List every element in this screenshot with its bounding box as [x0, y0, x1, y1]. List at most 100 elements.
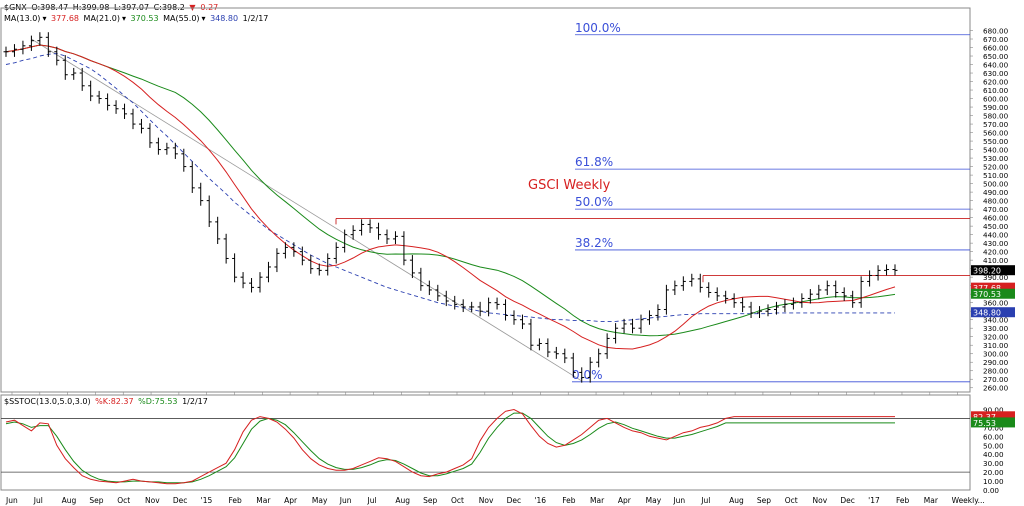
price-tick-label: 430.00 — [983, 239, 1009, 248]
ma-legend: MA(13.0) ▾ 377.68 MA(21.0) ▾ 370.53 MA(55.… — [4, 14, 270, 23]
ma13-legend-icon: ▾ — [42, 14, 47, 23]
price-tick-label: 320.00 — [983, 333, 1009, 342]
ma55-legend-icon: ▾ — [201, 14, 206, 23]
ma55-tag-text: 348.80 — [973, 309, 1001, 318]
x-tick-label: Sep — [757, 496, 771, 505]
price-tick-label: 270.00 — [983, 375, 1009, 384]
x-tick-label: Mar — [590, 496, 605, 505]
price-tick-label: 460.00 — [983, 214, 1009, 223]
price-tick-label: 360.00 — [983, 299, 1009, 308]
price-tick-label: 280.00 — [983, 367, 1009, 376]
price-tick-label: 340.00 — [983, 316, 1009, 325]
stoch-tick-label: 50.00 — [983, 441, 1004, 450]
price-tick-label: 660.00 — [983, 44, 1009, 53]
ma13-tag-text: 377.68 — [973, 284, 1001, 293]
x-tick-label: Jul — [367, 496, 377, 505]
stoch-k-tag — [971, 411, 1015, 422]
x-tick-label: Aug — [395, 496, 410, 505]
ma21-legend-icon: ▾ — [121, 14, 126, 23]
ma21-legend-label: MA(21.0) — [83, 14, 120, 23]
price-tick-label: 520.00 — [983, 163, 1009, 172]
price-tick-label: 500.00 — [983, 180, 1009, 189]
price-tick-label: 620.00 — [983, 78, 1009, 87]
price-tick-label: 260.00 — [983, 384, 1009, 393]
x-tick-label: Jul — [33, 496, 43, 505]
x-tick-label: Jul — [700, 496, 710, 505]
stoch-tick-label: 70.00 — [983, 423, 1004, 432]
ma13-legend-label: MA(13.0) — [4, 14, 41, 23]
stoch-d-tag — [971, 417, 1015, 428]
x-tick-label: Apr — [618, 496, 632, 505]
ma21-tag — [971, 288, 1015, 299]
x-tick-label: May — [312, 496, 328, 505]
stoch-tick-label: 20.00 — [983, 468, 1004, 477]
stoch-k-tag-text: 82.37 — [973, 413, 996, 422]
price-tick-label: 450.00 — [983, 222, 1009, 231]
price-tick-label: 390.00 — [983, 273, 1009, 282]
ma55-tag — [971, 307, 1015, 318]
price-tick-label: 330.00 — [983, 324, 1009, 333]
price-tick-label: 510.00 — [983, 171, 1009, 180]
x-tick-label: Jun — [672, 496, 685, 505]
stoch-k-line — [5, 408, 895, 485]
stoch-k-value: %K:82.37 — [95, 397, 134, 406]
x-tick-label: Aug — [729, 496, 744, 505]
stoch-tick-label: 0.00 — [983, 486, 999, 495]
x-tick-label: Oct — [451, 496, 464, 505]
price-tick-label: 670.00 — [983, 35, 1009, 44]
date-label: 1/2/17 — [242, 14, 269, 23]
x-tick-label: Nov — [813, 496, 828, 505]
fib-label: 50.0% — [575, 195, 613, 209]
x-tick-label: Oct — [785, 496, 798, 505]
stoch-d-tag-text: 75.53 — [973, 419, 996, 428]
x-tick-label: '15 — [201, 496, 213, 505]
fib-label: 38.2% — [575, 236, 613, 250]
price-tick-label: 570.00 — [983, 120, 1009, 129]
stoch-panel-frame — [0, 394, 971, 491]
x-tick-label: Nov — [145, 496, 160, 505]
price-tick-label: 480.00 — [983, 197, 1009, 206]
ma55-legend-label: MA(55.0) — [163, 14, 200, 23]
price-panel-frame — [0, 7, 971, 393]
x-tick-label: Feb — [562, 496, 576, 505]
stoch-tick-label: 40.00 — [983, 450, 1004, 459]
stoch-tick-label: 10.00 — [983, 477, 1004, 486]
x-tick-label: Mar — [256, 496, 271, 505]
x-tick-label: Mar — [924, 496, 939, 505]
x-tick-label: Aug — [62, 496, 77, 505]
x-tick-label: Jun — [339, 496, 352, 505]
price-tick-label: 490.00 — [983, 188, 1009, 197]
stoch-d-value: %D:75.53 — [138, 397, 178, 406]
price-tick-label: 310.00 — [983, 341, 1009, 350]
price-tick-label: 650.00 — [983, 52, 1009, 61]
price-tick-label: 420.00 — [983, 248, 1009, 257]
stoch-tick-label: 90.00 — [983, 405, 1004, 414]
price-tick-label: 610.00 — [983, 86, 1009, 95]
fib-label: 0.0% — [572, 368, 603, 382]
price-tick-label: 590.00 — [983, 103, 1009, 112]
ma13-line — [5, 44, 896, 350]
price-tick-label: 640.00 — [983, 61, 1009, 70]
ma55-legend-value: 348.80 — [210, 14, 239, 23]
chart-title: GSCI Weekly — [528, 178, 611, 193]
fib-label: 100.0% — [575, 21, 621, 35]
price-tag — [971, 265, 1015, 276]
x-tick-label: '16 — [534, 496, 546, 505]
x-tick-label: Feb — [896, 496, 910, 505]
price-tick-label: 540.00 — [983, 146, 1009, 155]
x-tick-label: Feb — [228, 496, 242, 505]
x-tick-label: Sep — [89, 496, 103, 505]
ma13-tag — [971, 282, 1015, 293]
x-tick-label: Oct — [117, 496, 130, 505]
stoch-tick-label: 60.00 — [983, 432, 1004, 441]
price-tick-label: 530.00 — [983, 154, 1009, 163]
price-tick-label: 470.00 — [983, 205, 1009, 214]
ma55-line — [5, 53, 895, 322]
stoch-date: 1/2/17 — [182, 397, 208, 406]
price-tick-label: 290.00 — [983, 358, 1009, 367]
stoch-label: $SSTOC(13.0,5.0,3.0) — [4, 397, 91, 406]
ma21-line — [5, 44, 896, 337]
x-tick-label: Dec — [507, 496, 522, 505]
x-tick-label: Dec — [840, 496, 855, 505]
